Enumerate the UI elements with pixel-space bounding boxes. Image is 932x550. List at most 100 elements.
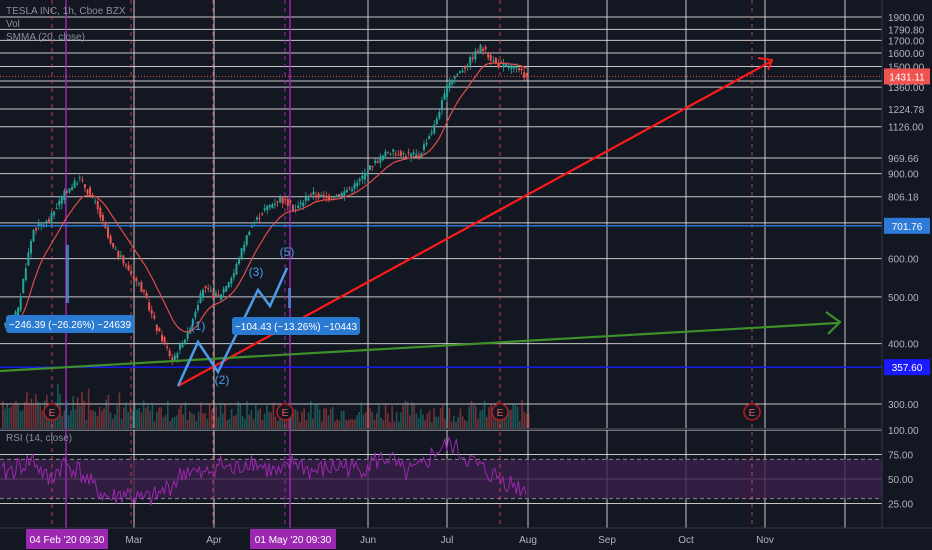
rsi-legend[interactable]: RSI (14, close) [6,433,73,444]
volume-bar [400,412,402,428]
candle-body [381,155,384,161]
candle-body [194,311,197,318]
volume-bar [453,415,455,428]
volume-bar [376,412,378,428]
candle-body [125,264,128,266]
volume-bar [257,410,259,428]
candle-body [140,282,143,292]
measure-box [6,315,134,333]
candle-body [35,228,38,231]
volume-bar [406,401,409,428]
candle-body [294,209,297,211]
volume-bar [470,401,473,428]
volume-bar [164,415,167,428]
candle-body [268,205,271,208]
candle-body [507,66,510,68]
volume-bar [312,418,314,428]
volume-bar [274,416,277,428]
volume-bar [411,402,413,428]
volume-bar [63,410,66,428]
candle-body [40,224,43,226]
candle-body [389,154,392,156]
candle-body [258,217,261,219]
volume-legend[interactable]: Vol [6,19,20,30]
volume-bar [178,408,180,428]
candle-body [518,68,521,71]
last-price-badge-bg [884,68,930,85]
candle-body [374,160,377,163]
candle-body [363,173,366,180]
candle-body [78,177,81,179]
rsi-tick-label: 75.00 [888,451,913,462]
volume-bar [131,411,134,428]
volume-bar [213,414,215,428]
volume-bar [41,410,44,428]
volume-bar [365,411,367,428]
candle-body [458,71,461,73]
volume-bar [186,420,189,428]
volume-bar [76,397,79,428]
volume-bar [294,409,297,428]
volume-bar [230,409,233,428]
volume-bar [103,408,105,428]
candle-body [361,175,364,179]
candle-body [384,151,387,157]
candle-body [119,255,122,257]
candle-body [351,189,354,192]
volume-bar [145,407,147,428]
candle-body [17,307,20,316]
volume-bar [428,410,431,428]
volume-bar [426,413,429,428]
candle-body [392,149,395,152]
candle-body [402,153,405,155]
candle-body [484,46,487,50]
volume-bar [206,419,209,428]
volume-bar [424,419,426,428]
event-marker [276,403,294,421]
volume-bar [74,409,77,428]
candle-body [73,180,76,188]
time-axis-label: Oct [678,535,694,546]
volume-bar [290,416,292,428]
volume-bar [4,408,6,428]
date-marker-badge [250,529,336,549]
hline-badge: 357.60 [892,363,923,374]
candle-body [397,154,400,156]
volume-bar [420,409,422,428]
volume-bar [505,414,508,428]
volume-bar [158,407,160,428]
volume-bar [10,406,13,428]
volume-bar [140,412,143,428]
volume-bar [90,410,92,428]
volume-bar [380,417,382,428]
candle-body [32,229,35,242]
volume-bar [21,410,24,428]
candle-body [137,283,140,285]
candle-body [412,152,415,155]
volume-bar [224,404,226,428]
candle-body [333,198,336,200]
volume-bar [171,417,173,428]
rsi-line [1,435,527,506]
volume-bar [488,407,490,428]
volume-bar [79,405,81,428]
candle-body [220,294,223,300]
candle-body [307,197,310,201]
candle-body [430,132,433,134]
candle-body [335,195,338,198]
candle-body [523,72,526,78]
volume-bar [147,405,149,428]
volume-bar [105,399,107,428]
candle-body [24,268,27,281]
symbol-legend[interactable]: TESLA INC, 1h, Cboe BZX [6,6,126,17]
volume-bar [83,400,85,428]
price-tick-label: 806.18 [888,193,919,204]
candle-body [510,65,513,69]
candle-body [4,322,7,327]
smma-legend[interactable]: SMMA (20, close) [6,32,85,43]
chart-legend: TESLA INC, 1h, Cboe BZX Vol SMMA (20, cl… [6,5,126,44]
volume-bar [442,403,444,428]
candle-body [132,276,135,280]
